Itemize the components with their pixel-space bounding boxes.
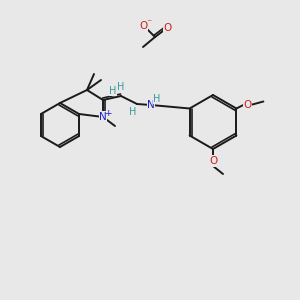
Text: H: H [153, 94, 161, 104]
Text: O: O [139, 21, 147, 31]
Text: N: N [99, 112, 107, 122]
Text: H: H [129, 107, 137, 117]
Text: H: H [109, 86, 117, 96]
Text: O: O [164, 23, 172, 33]
Text: ⁻: ⁻ [146, 18, 152, 28]
Text: O: O [243, 100, 251, 110]
Text: N: N [147, 100, 155, 110]
Text: O: O [209, 156, 217, 166]
Text: H: H [117, 82, 125, 92]
Text: +: + [104, 109, 112, 118]
